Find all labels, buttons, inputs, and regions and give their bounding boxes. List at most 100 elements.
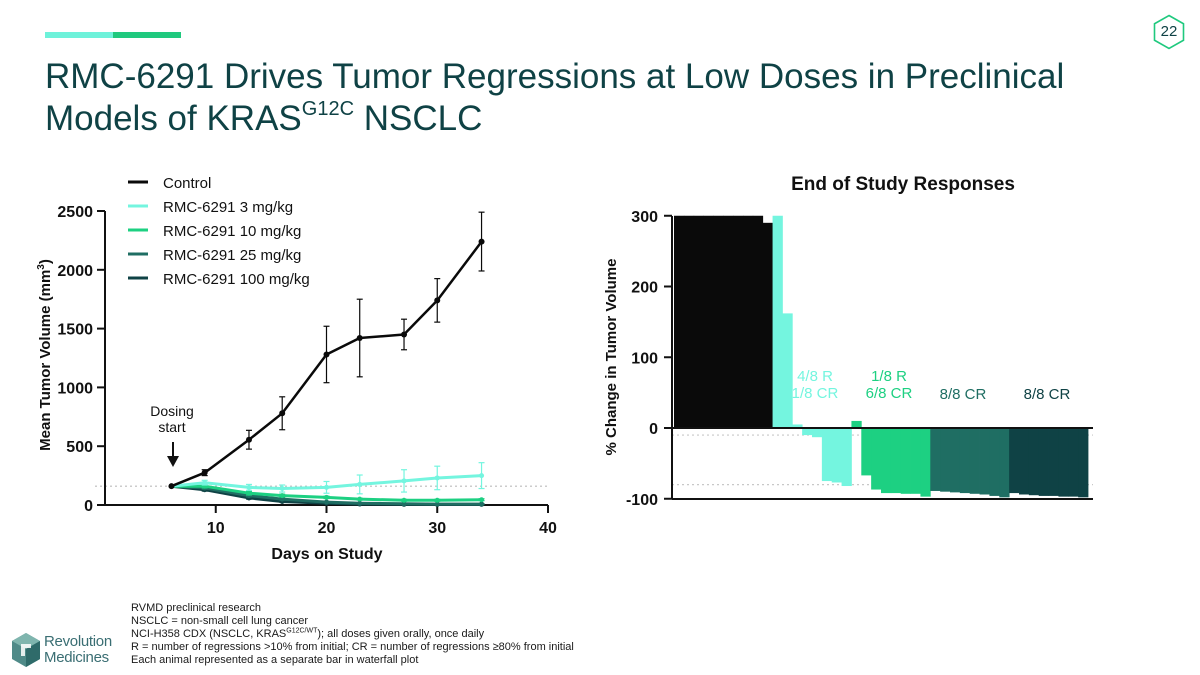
data-point <box>434 497 440 503</box>
waterfall-bar <box>683 215 695 428</box>
waterfall-bar <box>762 222 773 428</box>
waterfall-bar <box>900 428 911 494</box>
waterfall-y-tick-label: 100 <box>631 350 658 367</box>
waterfall-bars <box>674 215 1089 498</box>
waterfall-bar <box>1058 428 1069 497</box>
line-chart-legend: Control RMC-6291 3 mg/kg RMC-6291 10 mg/kg… <box>128 175 310 288</box>
waterfall-y-tick-label: 200 <box>631 280 658 297</box>
group-label-line1: 8/8 CR <box>1024 386 1071 403</box>
waterfall-y-label: % Change in Tumor Volume <box>603 259 620 456</box>
waterfall-bar <box>821 428 833 482</box>
waterfall-bar <box>930 428 941 491</box>
line-chart-x-label: Days on Study <box>271 546 382 563</box>
waterfall-bar <box>920 428 931 497</box>
group-label-line2: 6/8 CR <box>866 385 913 402</box>
data-point <box>357 500 363 506</box>
group-label-line1: 1/8 R <box>871 368 907 385</box>
data-point <box>279 493 285 499</box>
data-point <box>479 497 485 503</box>
legend-label: RMC-6291 100 mg/kg <box>163 271 310 288</box>
accent-bar <box>45 32 181 38</box>
waterfall-bar <box>733 215 744 428</box>
waterfall-chart-title: End of Study Responses <box>791 174 1015 195</box>
waterfall-bar <box>772 215 783 428</box>
series-control <box>168 211 485 490</box>
data-point <box>279 486 285 492</box>
data-point <box>246 490 252 496</box>
y-tick-label: 0 <box>84 498 93 515</box>
waterfall-bar <box>841 428 852 487</box>
line-chart-y-label-end: ) <box>37 259 54 264</box>
waterfall-bar <box>1048 428 1059 496</box>
logo-mark-icon <box>12 633 40 667</box>
waterfall-y-tick-label: 300 <box>631 209 658 226</box>
waterfall-group-rmc-6291-3-mg-kg <box>772 215 852 487</box>
legend-label: RMC-6291 10 mg/kg <box>163 223 301 240</box>
waterfall-bar <box>881 428 892 494</box>
waterfall-bar <box>1068 428 1079 497</box>
waterfall-bar <box>674 215 685 428</box>
waterfall-bar <box>743 215 754 428</box>
legend-label: RMC-6291 25 mg/kg <box>163 247 301 264</box>
footnotes: RVMD preclinical research NSCLC = non-sm… <box>131 602 574 667</box>
waterfall-bar <box>871 428 882 490</box>
page-title: RMC-6291 Drives Tumor Regressions at Low… <box>45 56 1135 140</box>
waterfall-bar <box>752 215 764 428</box>
waterfall-bar <box>693 215 704 428</box>
group-label-line1: 8/8 CR <box>940 386 987 403</box>
legend-label: Control <box>163 175 211 192</box>
data-point <box>357 481 363 487</box>
x-tick-label: 40 <box>539 520 557 537</box>
page-number-badge: 22 <box>1151 14 1187 50</box>
waterfall-group-rmc-6291-100-mg-kg <box>1009 428 1089 498</box>
y-tick-label: 1000 <box>57 380 93 397</box>
data-point <box>323 351 330 358</box>
waterfall-bar <box>812 428 823 438</box>
waterfall-ticks: -100 0 100 200 300 <box>626 209 672 509</box>
footnote-line3-sup: G12C/WT <box>286 627 318 635</box>
dosing-start-label-line2: start <box>158 419 185 435</box>
y-tick-label: 2000 <box>57 263 93 280</box>
waterfall-group-rmc-6291-10-mg-kg <box>851 420 931 497</box>
y-tick-label: 1500 <box>57 322 93 339</box>
waterfall-bar <box>723 215 734 428</box>
waterfall-bar <box>831 428 842 483</box>
waterfall-y-tick-label: -100 <box>626 492 658 509</box>
waterfall-bar <box>950 428 961 493</box>
data-point <box>401 331 408 338</box>
accent-bar-green <box>113 32 181 38</box>
waterfall-bar <box>1019 428 1030 495</box>
waterfall-bar <box>1078 428 1089 498</box>
waterfall-bar <box>989 428 1000 496</box>
data-point <box>401 478 407 484</box>
data-point <box>479 473 485 479</box>
title-main: RMC-6291 Drives Tumor Regressions at Low… <box>45 57 1065 138</box>
dosing-start-label-line1: Dosing <box>150 403 194 419</box>
waterfall-bar <box>940 428 951 492</box>
line-chart-y-label-main: Mean Tumor Volume (mm <box>37 270 54 451</box>
waterfall-group-labels: 4/8 R1/8 CR 1/8 R6/8 CR 8/8 CR 8/8 CR <box>792 368 1071 403</box>
data-point <box>401 501 407 507</box>
y-tick-label: 2500 <box>57 204 93 221</box>
down-arrow-icon <box>167 456 179 467</box>
logo-text-line1: Revolution <box>44 633 112 650</box>
waterfall-bar <box>713 215 724 428</box>
y-tick-label: 500 <box>66 439 93 456</box>
waterfall-chart: End of Study Responses -100 0 100 200 300 4/… <box>603 174 1093 509</box>
waterfall-bar <box>999 428 1010 498</box>
waterfall-bar <box>861 428 872 476</box>
line-chart-series <box>168 211 485 507</box>
data-point <box>202 480 208 486</box>
waterfall-bar <box>959 428 971 494</box>
data-point <box>201 469 208 476</box>
waterfall-bar <box>1038 428 1049 496</box>
data-point <box>434 501 440 507</box>
data-point <box>324 494 329 500</box>
line-chart-ticks: 0 500 1000 1500 2000 2500 10 20 30 40 <box>57 204 557 537</box>
waterfall-bar <box>979 428 990 495</box>
legend-label: RMC-6291 3 mg/kg <box>163 199 293 216</box>
group-label-line2: 1/8 CR <box>792 385 839 402</box>
waterfall-bar <box>1009 428 1020 494</box>
data-point <box>401 497 407 503</box>
logo-text: Revolution Medicines <box>44 634 112 666</box>
